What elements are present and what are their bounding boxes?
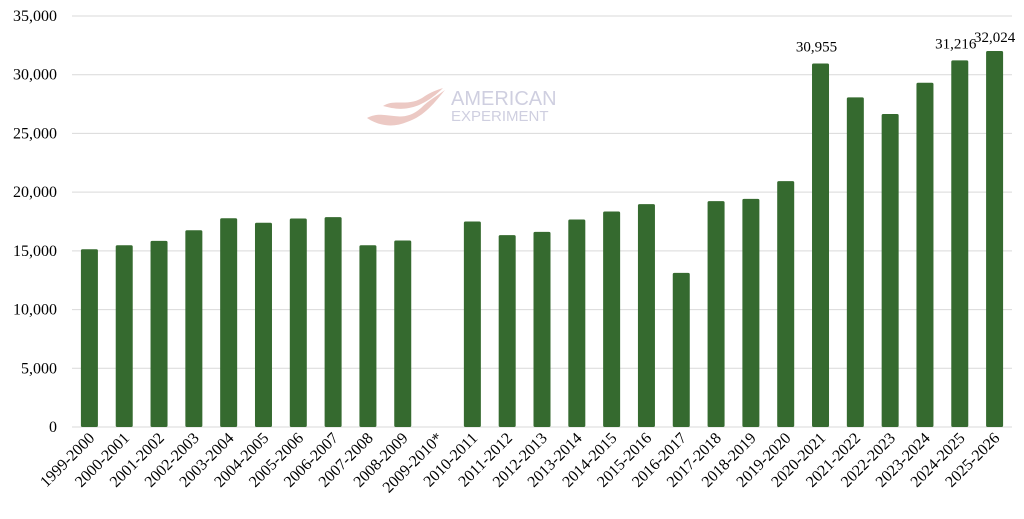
bar	[150, 240, 168, 427]
bar	[777, 181, 795, 427]
watermark-line2: EXPERIMENT	[451, 108, 549, 125]
bar	[394, 240, 412, 427]
y-tick-label: 35,000	[13, 8, 57, 25]
bar	[881, 114, 899, 427]
y-tick-label: 25,000	[13, 125, 57, 142]
bar	[986, 50, 1004, 427]
y-tick-label: 10,000	[13, 302, 57, 319]
bars	[80, 50, 1004, 428]
bar	[220, 218, 238, 427]
y-tick-label: 30,000	[13, 67, 57, 84]
y-axis: 0 5,000 10,000 15,000 20,000 25,000 30,000 35,0…	[13, 8, 57, 436]
bar	[115, 245, 133, 427]
bar	[916, 82, 934, 427]
bar	[324, 217, 342, 427]
bar	[812, 63, 830, 428]
bar	[846, 97, 864, 428]
flag-wave-icon	[367, 88, 445, 126]
y-tick-label: 20,000	[13, 184, 57, 201]
bar	[80, 249, 98, 427]
bar	[533, 231, 551, 427]
y-tick-label: 15,000	[13, 243, 57, 260]
bar	[951, 60, 969, 428]
bar	[707, 201, 725, 427]
data-label: 32,024	[974, 30, 1016, 46]
y-tick-label: 0	[49, 419, 57, 436]
bar	[637, 204, 655, 427]
bar	[603, 211, 621, 427]
data-label: 31,216	[935, 36, 977, 52]
bar	[463, 221, 481, 427]
data-label: 30,955	[796, 39, 837, 55]
bar	[672, 272, 690, 427]
bar	[254, 222, 272, 427]
bar	[289, 218, 307, 427]
bar	[742, 198, 760, 427]
watermark-logo: AMERICAN EXPERIMENT	[365, 86, 557, 130]
watermark-line1: AMERICAN	[451, 88, 557, 110]
bar	[185, 230, 203, 427]
bar	[568, 219, 586, 427]
x-axis: 1999-20002000-20012001-20022002-20032003…	[37, 430, 1003, 497]
y-tick-label: 5,000	[21, 360, 57, 377]
bar	[498, 235, 516, 427]
bar	[359, 245, 377, 427]
